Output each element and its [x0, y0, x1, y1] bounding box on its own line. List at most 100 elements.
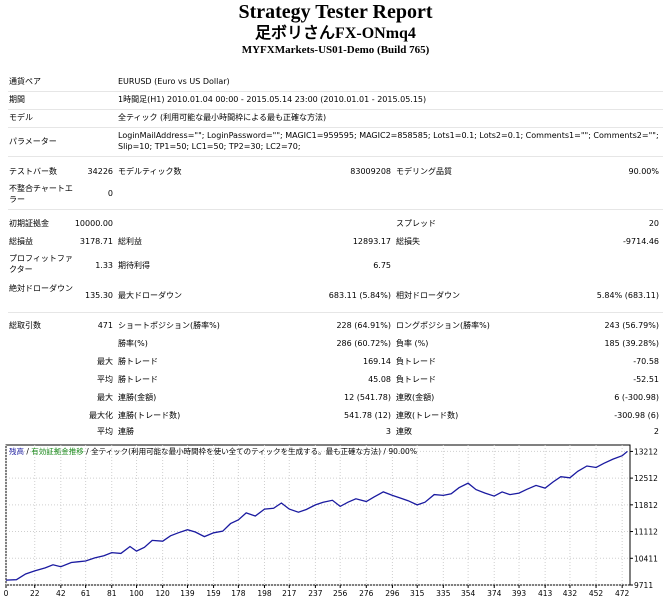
- symbol-value: EURUSD (Euro vs US Dollar): [118, 77, 230, 86]
- x-tick-label: 452: [589, 589, 604, 598]
- x-tick-label: 432: [563, 589, 578, 598]
- long-label: ロングポジション(勝率%): [396, 321, 490, 330]
- gross-loss-value: -9714.46: [623, 237, 659, 246]
- rel-dd-value: 5.84% (683.11): [596, 291, 659, 300]
- x-tick-label: 472: [615, 589, 630, 598]
- divider: [8, 109, 663, 110]
- ea-name: 足ボリさんFX-ONmq4: [255, 25, 416, 42]
- max-dd-label: 最大ドローダウン: [118, 291, 182, 300]
- spread-value: 20: [648, 219, 659, 228]
- y-tick-label: 10411: [634, 554, 658, 563]
- model-value: 全ティック (利用可能な最小時間枠による最も正確な方法): [118, 113, 327, 122]
- legend-model: 全ティック(利用可能な最小時間枠を使い全てのティックを生成する。最も正確な方法): [91, 446, 381, 456]
- y-tick-label: 9711: [634, 581, 653, 590]
- bars-value: 34226: [87, 167, 113, 176]
- balance-chart: 残高 / 有効証拠金推移 / 全ティック(利用可能な最小時間枠を使い全てのティッ…: [4, 444, 658, 598]
- chart-legend: 残高 / 有効証拠金推移 / 全ティック(利用可能な最小時間枠を使い全てのティッ…: [9, 446, 417, 456]
- x-tick-label: 178: [231, 589, 246, 598]
- y-tick-label: 11112: [634, 528, 658, 537]
- deposit-label: 初期証拠金: [9, 219, 49, 228]
- mismatch-value: 0: [107, 189, 113, 198]
- win-label: 勝率(%): [118, 339, 148, 348]
- divider: [8, 312, 663, 313]
- chart-grid: [5, 445, 630, 586]
- max-label: 最大: [97, 393, 113, 402]
- x-tick-label: 354: [461, 589, 476, 598]
- divider: [8, 156, 663, 157]
- gross-profit-label: 総利益: [118, 237, 142, 246]
- divider: [8, 209, 663, 210]
- deposit-value: 10000.00: [74, 219, 113, 228]
- max-dd-value: 683.11 (5.84%): [328, 291, 391, 300]
- avg-loss-value: -52.51: [633, 375, 659, 384]
- x-tick-label: 413: [538, 589, 553, 598]
- short-value: 228 (64.91%): [336, 321, 391, 330]
- symbol-label: 通貨ペア: [9, 77, 41, 86]
- max-cons-loss-label: 連敗(金額): [396, 393, 435, 402]
- trades-label: 総取引数: [9, 321, 41, 330]
- ticks-label: モデルティック数: [118, 167, 182, 176]
- largest-loss-label: 負トレード: [396, 357, 436, 366]
- avg-label: 平均: [97, 375, 113, 384]
- period-label: 期間: [9, 95, 25, 104]
- report-title: Strategy Tester Report: [238, 1, 433, 23]
- x-tick-label: 393: [512, 589, 527, 598]
- x-tick-label: 22: [30, 589, 40, 598]
- x-tick-label: 139: [180, 589, 195, 598]
- largest-win-value: 169.14: [363, 357, 391, 366]
- expected-value: 6.75: [373, 261, 391, 270]
- legend-equity: 有効証拠金推移: [31, 446, 84, 456]
- quality-value: 90.00%: [628, 167, 659, 176]
- gross-profit-value: 12893.17: [352, 237, 391, 246]
- legend-quality: 90.00%: [388, 447, 417, 456]
- avg-win-label: 勝トレード: [118, 375, 158, 384]
- avg-cons-win-label: 連勝: [118, 427, 134, 436]
- max-cons-loss-value: 6 (-300.98): [614, 393, 659, 402]
- avg-cons-win-value: 3: [385, 427, 391, 436]
- y-axis: 13212 12512 11812 11112 10411 9711: [630, 447, 658, 590]
- x-tick-label: 217: [282, 589, 297, 598]
- y-tick-label: 13212: [634, 447, 658, 456]
- largest-label: 最大: [97, 357, 113, 366]
- maximal-win-value: 541.78 (12): [344, 411, 391, 420]
- rel-dd-label: 相対ドローダウン: [396, 291, 460, 300]
- x-tick-label: 81: [107, 589, 117, 598]
- quality-label: モデリング品質: [396, 167, 452, 176]
- legend-balance: 残高: [9, 446, 24, 456]
- x-tick-label: 100: [129, 589, 144, 598]
- gross-total-label: 総損益: [9, 237, 33, 246]
- x-tick-label: 276: [359, 589, 374, 598]
- abs-dd-label: 絶対ドローダウン: [9, 284, 73, 293]
- loss-label: 負率 (%): [396, 339, 429, 348]
- maximal-loss-value: -300.98 (6): [614, 411, 659, 420]
- x-tick-label: 159: [206, 589, 221, 598]
- model-label: モデル: [9, 113, 33, 122]
- long-value: 243 (56.79%): [604, 321, 659, 330]
- gross-total-value: 3178.71: [79, 237, 113, 246]
- x-tick-label: 256: [333, 589, 348, 598]
- avg-cons-loss-value: 2: [653, 427, 659, 436]
- x-tick-label: 315: [410, 589, 425, 598]
- short-label: ショートポジション(勝率%): [118, 321, 220, 330]
- x-tick-label: 198: [257, 589, 272, 598]
- maximal-win-label: 連勝(トレード数): [118, 411, 181, 420]
- x-tick-label: 335: [436, 589, 451, 598]
- balance-series-line: [5, 450, 628, 581]
- win-value: 286 (60.72%): [336, 339, 391, 348]
- y-tick-label: 12512: [634, 474, 658, 483]
- abs-dd-value: 135.30: [85, 291, 113, 300]
- x-tick-label: 42: [56, 589, 66, 598]
- pf-value: 1.33: [95, 261, 113, 270]
- mismatch-label: 不整合チャートエラー: [9, 184, 73, 204]
- maximal-loss-label: 連敗(トレード数): [396, 411, 459, 420]
- server-build: MYFXMarkets-US01-Demo (Build 765): [241, 44, 430, 56]
- params-label: パラメーター: [9, 137, 57, 146]
- gross-loss-label: 総損失: [396, 237, 420, 246]
- bars-label: テストバー数: [9, 167, 57, 176]
- loss-value: 185 (39.28%): [604, 339, 659, 348]
- x-tick-label: 120: [155, 589, 170, 598]
- chart-frame: [5, 444, 631, 586]
- divider: [8, 127, 663, 128]
- spread-label: スプレッド: [396, 219, 436, 228]
- divider: [8, 91, 663, 92]
